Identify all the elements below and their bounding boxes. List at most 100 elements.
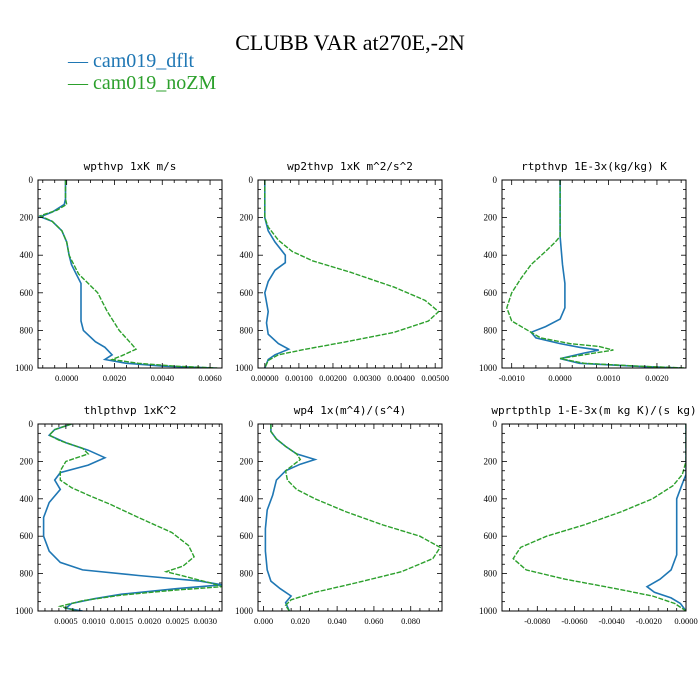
x-tick-label: 0.0000 [548, 373, 571, 383]
y-tick-label: 200 [20, 213, 34, 223]
series-line-nozm [48, 424, 222, 611]
y-tick-label: 0 [493, 175, 498, 185]
y-tick-label: 800 [20, 325, 34, 335]
y-tick-label: 600 [484, 531, 498, 541]
panel-title: wp2thvp 1xK m^2/s^2 [287, 160, 413, 173]
x-tick-label: -0.0080 [524, 616, 550, 626]
y-tick-label: 200 [240, 456, 254, 466]
y-tick-label: 1000 [235, 606, 254, 616]
x-tick-label: 0.040 [328, 616, 347, 626]
legend-entry-dflt: — cam019_dflt [68, 50, 194, 73]
series-line-dflt [263, 180, 291, 368]
chart-panel-3: rtpthvp 1E-3x(kg/kg) K 0 200 400 600 800 1000-… [479, 160, 687, 383]
y-tick-label: 800 [240, 569, 254, 579]
x-tick-label: 0.0020 [645, 373, 668, 383]
plot-frame [501, 179, 687, 369]
y-tick-label: 600 [20, 288, 34, 298]
y-tick-label: 600 [484, 288, 498, 298]
x-tick-label: 0.00500 [421, 373, 449, 383]
x-tick-label: 0.0030 [194, 616, 217, 626]
x-tick-label: 0.0010 [82, 616, 105, 626]
panel-title: wprtpthlp 1-E-3x(m kg K)/(s kg) [491, 404, 696, 417]
x-tick-label: 0.0015 [110, 616, 133, 626]
y-tick-label: 800 [484, 569, 498, 579]
y-tick-label: 400 [484, 494, 498, 504]
y-tick-label: 1000 [479, 363, 498, 373]
y-tick-label: 200 [240, 213, 254, 223]
y-tick-label: 800 [20, 569, 34, 579]
series-line-dflt [645, 424, 686, 611]
y-tick-label: 1000 [479, 606, 498, 616]
legend-label-nozm: cam019_noZM [93, 72, 217, 94]
plot-frame [37, 179, 223, 369]
y-tick-label: 200 [484, 456, 498, 466]
y-tick-label: 800 [484, 325, 498, 335]
panel-title: rtpthvp 1E-3x(kg/kg) K [521, 160, 667, 173]
y-tick-label: 800 [240, 325, 254, 335]
plot-frame [257, 179, 443, 369]
y-tick-label: 600 [240, 531, 254, 541]
x-tick-label: 0.020 [291, 616, 310, 626]
x-tick-label: 0.060 [364, 616, 383, 626]
x-tick-label: 0.00100 [285, 373, 313, 383]
y-tick-label: 200 [484, 213, 498, 223]
x-tick-label: -0.0010 [499, 373, 525, 383]
series-line-dflt [529, 180, 682, 368]
plot-frame [37, 423, 223, 612]
y-tick-label: 400 [240, 250, 254, 260]
series-line-nozm [264, 180, 440, 368]
panel-title: thlpthvp 1xK^2 [84, 404, 177, 417]
panel-title: wp4 1x(m^4)/(s^4) [294, 404, 407, 417]
x-tick-label: -0.0040 [599, 616, 625, 626]
y-tick-label: 600 [240, 288, 254, 298]
x-tick-label: 0.0020 [103, 373, 126, 383]
series-line-nozm [506, 180, 686, 368]
y-tick-label: 0 [249, 175, 254, 185]
series-line-nozm [38, 180, 218, 368]
y-tick-label: 0 [29, 419, 34, 429]
x-tick-label: 0.00000 [251, 373, 279, 383]
chart-panel-4: thlpthvp 1xK^2 0 200 400 600 800 1000 0.0005 0.0… [15, 404, 223, 626]
x-tick-label: 0.0010 [597, 373, 620, 383]
panel-title: wpthvp 1xK m/s [84, 160, 177, 173]
x-tick-label: 0.0000 [55, 373, 78, 383]
figure-title: CLUBB VAR at270E,-2N [235, 30, 465, 55]
x-tick-label: 0.00400 [387, 373, 415, 383]
y-tick-label: 400 [484, 250, 498, 260]
series-line-dflt [264, 424, 318, 611]
legend-line-nozm: — [68, 72, 88, 94]
series-line-dflt [42, 424, 222, 611]
x-tick-label: 0.00200 [319, 373, 347, 383]
x-tick-label: 0.000 [254, 616, 273, 626]
y-tick-label: 200 [20, 456, 34, 466]
series-line-nozm [512, 424, 686, 611]
chart-panel-1: wpthvp 1xK m/s 0 200 400 600 800 1000 0.0000 0.0… [15, 160, 223, 383]
series-line-nozm [270, 424, 442, 611]
y-tick-label: 400 [240, 494, 254, 504]
y-tick-label: 400 [20, 250, 34, 260]
legend-entry-nozm: — cam019_noZM [68, 72, 216, 95]
x-tick-label: 0.0025 [166, 616, 189, 626]
x-tick-label: -0.0020 [636, 616, 662, 626]
legend-line-dflt: — [68, 50, 88, 72]
chart-panel-6: wprtpthlp 1-E-3x(m kg K)/(s kg) 0 200 400 60… [479, 404, 698, 626]
y-tick-label: 400 [20, 494, 34, 504]
y-tick-label: 0 [249, 419, 254, 429]
x-tick-label: 0.080 [401, 616, 420, 626]
y-tick-label: 0 [493, 419, 498, 429]
x-tick-label: 0.0020 [138, 616, 161, 626]
x-tick-label: 0.0040 [151, 373, 174, 383]
legend-label-dflt: cam019_dflt [93, 50, 195, 72]
y-tick-label: 0 [29, 175, 34, 185]
y-tick-label: 1000 [235, 363, 254, 373]
x-tick-label: 0.0005 [54, 616, 77, 626]
plot-frame [257, 423, 443, 612]
x-tick-label: 0.0000 [674, 616, 697, 626]
plot-frame [501, 423, 687, 612]
y-tick-label: 1000 [15, 363, 34, 373]
x-tick-label: 0.00300 [353, 373, 381, 383]
x-tick-label: 0.0060 [198, 373, 221, 383]
y-tick-label: 600 [20, 531, 34, 541]
